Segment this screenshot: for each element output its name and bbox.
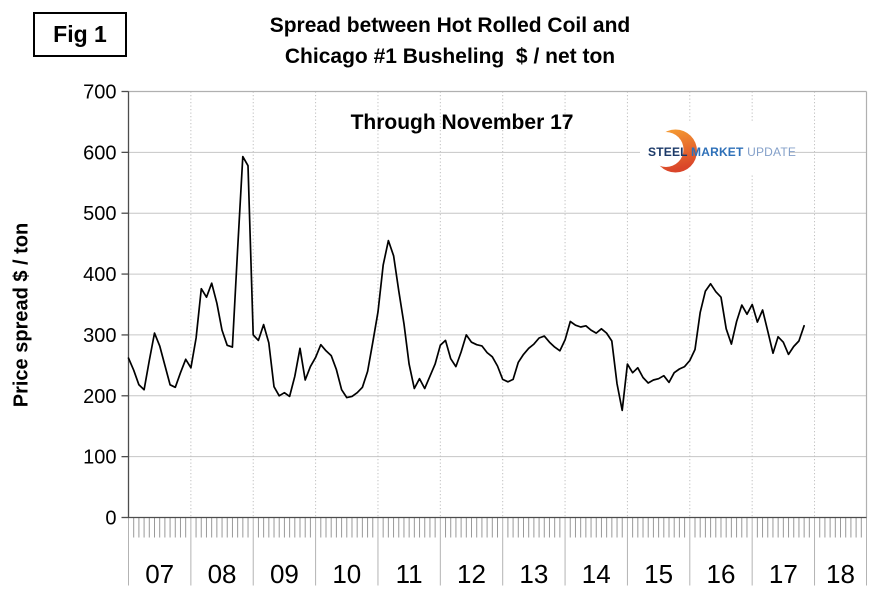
x-year-label: 13 — [519, 559, 548, 589]
chart-title-line1: Spread between Hot Rolled Coil and — [269, 14, 631, 37]
steel-market-update-logo: STEEL MARKET UPDATE — [640, 123, 796, 175]
x-year-label: 15 — [644, 559, 673, 589]
smu-logo-word-update: UPDATE — [747, 145, 797, 159]
through-date-annotation: Through November 17 — [350, 111, 574, 134]
y-tick-label: 300 — [83, 325, 116, 347]
price-spread-series-line — [127, 155, 805, 412]
x-year-label: 11 — [396, 559, 423, 589]
x-year-label: 12 — [457, 559, 486, 589]
chart-title-line2: Chicago #1 Busheling $ / net ton — [284, 45, 616, 68]
x-year-label: 08 — [208, 559, 237, 589]
y-tick-label: 0 — [105, 508, 116, 530]
fig-number-box: Fig 1 — [33, 12, 127, 57]
chart-title: Spread between Hot Rolled Coil and Chica… — [150, 10, 750, 72]
y-tick-label: 100 — [83, 447, 116, 469]
x-year-label: 17 — [769, 559, 798, 589]
y-tick-label: 600 — [83, 142, 116, 164]
y-tick-label: 700 — [83, 82, 116, 104]
smu-logo-wordmark: STEEL MARKET UPDATE — [648, 145, 796, 159]
x-year-label: 07 — [145, 559, 174, 589]
smu-logo-crescent-icon — [648, 129, 697, 173]
y-tick-label: 200 — [83, 386, 116, 408]
x-year-label: 16 — [707, 559, 736, 589]
smu-logo-word-steel: STEEL — [648, 145, 688, 159]
x-year-label: 14 — [582, 559, 611, 589]
y-axis-title-text: Price spread $ / ton — [10, 222, 33, 408]
x-year-label: 09 — [270, 559, 299, 589]
x-year-label: 18 — [826, 559, 855, 589]
fig-number-label: Fig 1 — [53, 21, 107, 47]
y-tick-label: 400 — [83, 264, 116, 286]
smu-logo-word-market: MARKET — [691, 145, 744, 159]
x-year-label: 10 — [332, 559, 361, 589]
y-tick-label: 500 — [83, 203, 116, 225]
